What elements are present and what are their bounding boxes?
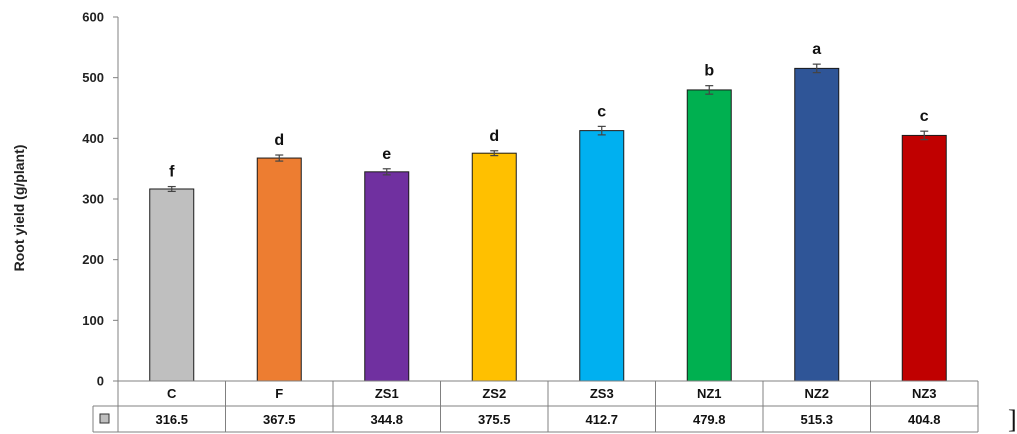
category-label: ZS3 xyxy=(590,386,614,401)
data-table: C 316.5 F 367.5 ZS1 344.8 ZS2 375.5 ZS3 412.7 NZ1 4… xyxy=(92,380,979,433)
bar-NZ3 xyxy=(901,134,947,382)
category-label: ZS1 xyxy=(375,386,399,401)
y-tick-label: 500 xyxy=(82,70,104,85)
y-tick-label: 200 xyxy=(82,252,104,267)
category-label: F xyxy=(275,386,283,401)
table-value: 479.8 xyxy=(693,412,726,427)
category-label: ZS2 xyxy=(482,386,506,401)
y-tick-label: 300 xyxy=(82,192,104,207)
table-value: 515.3 xyxy=(800,412,833,427)
bar-F xyxy=(256,157,302,382)
category-label: NZ1 xyxy=(697,386,722,401)
bar-series: f d e d c b a c xyxy=(149,41,947,382)
y-tick-label: 0 xyxy=(97,374,104,389)
bar-NZ1 xyxy=(686,89,732,382)
y-tick-label: 100 xyxy=(82,313,104,328)
category-label: C xyxy=(167,386,177,401)
y-axis-label: Root yield (g/plant) xyxy=(11,145,27,272)
bar-ZS1 xyxy=(364,171,410,382)
significance-letter: d xyxy=(489,128,499,145)
y-tick-label: 600 xyxy=(82,10,104,25)
table-value: 404.8 xyxy=(908,412,941,427)
significance-letter: d xyxy=(274,132,284,149)
category-label: NZ3 xyxy=(912,386,937,401)
significance-letter: a xyxy=(812,41,821,58)
table-value: 412.7 xyxy=(585,412,618,427)
significance-letter: c xyxy=(920,108,929,125)
bar-ZS2 xyxy=(471,152,517,382)
table-value: 344.8 xyxy=(370,412,403,427)
y-axis: 0 100 200 300 400 500 600 xyxy=(82,10,119,389)
significance-letter: f xyxy=(169,164,175,181)
significance-letter: e xyxy=(382,146,391,163)
stray-bracket-glyph: ] xyxy=(1008,405,1017,434)
y-tick-label: 400 xyxy=(82,131,104,146)
bar-NZ2 xyxy=(794,67,840,382)
bar-C xyxy=(149,188,195,382)
table-value: 375.5 xyxy=(478,412,511,427)
table-value: 367.5 xyxy=(263,412,296,427)
significance-letter: c xyxy=(597,103,606,120)
table-value: 316.5 xyxy=(155,412,188,427)
legend-key xyxy=(99,413,110,424)
category-label: NZ2 xyxy=(804,386,829,401)
bar-ZS3 xyxy=(579,130,625,382)
significance-letter: b xyxy=(704,63,714,80)
